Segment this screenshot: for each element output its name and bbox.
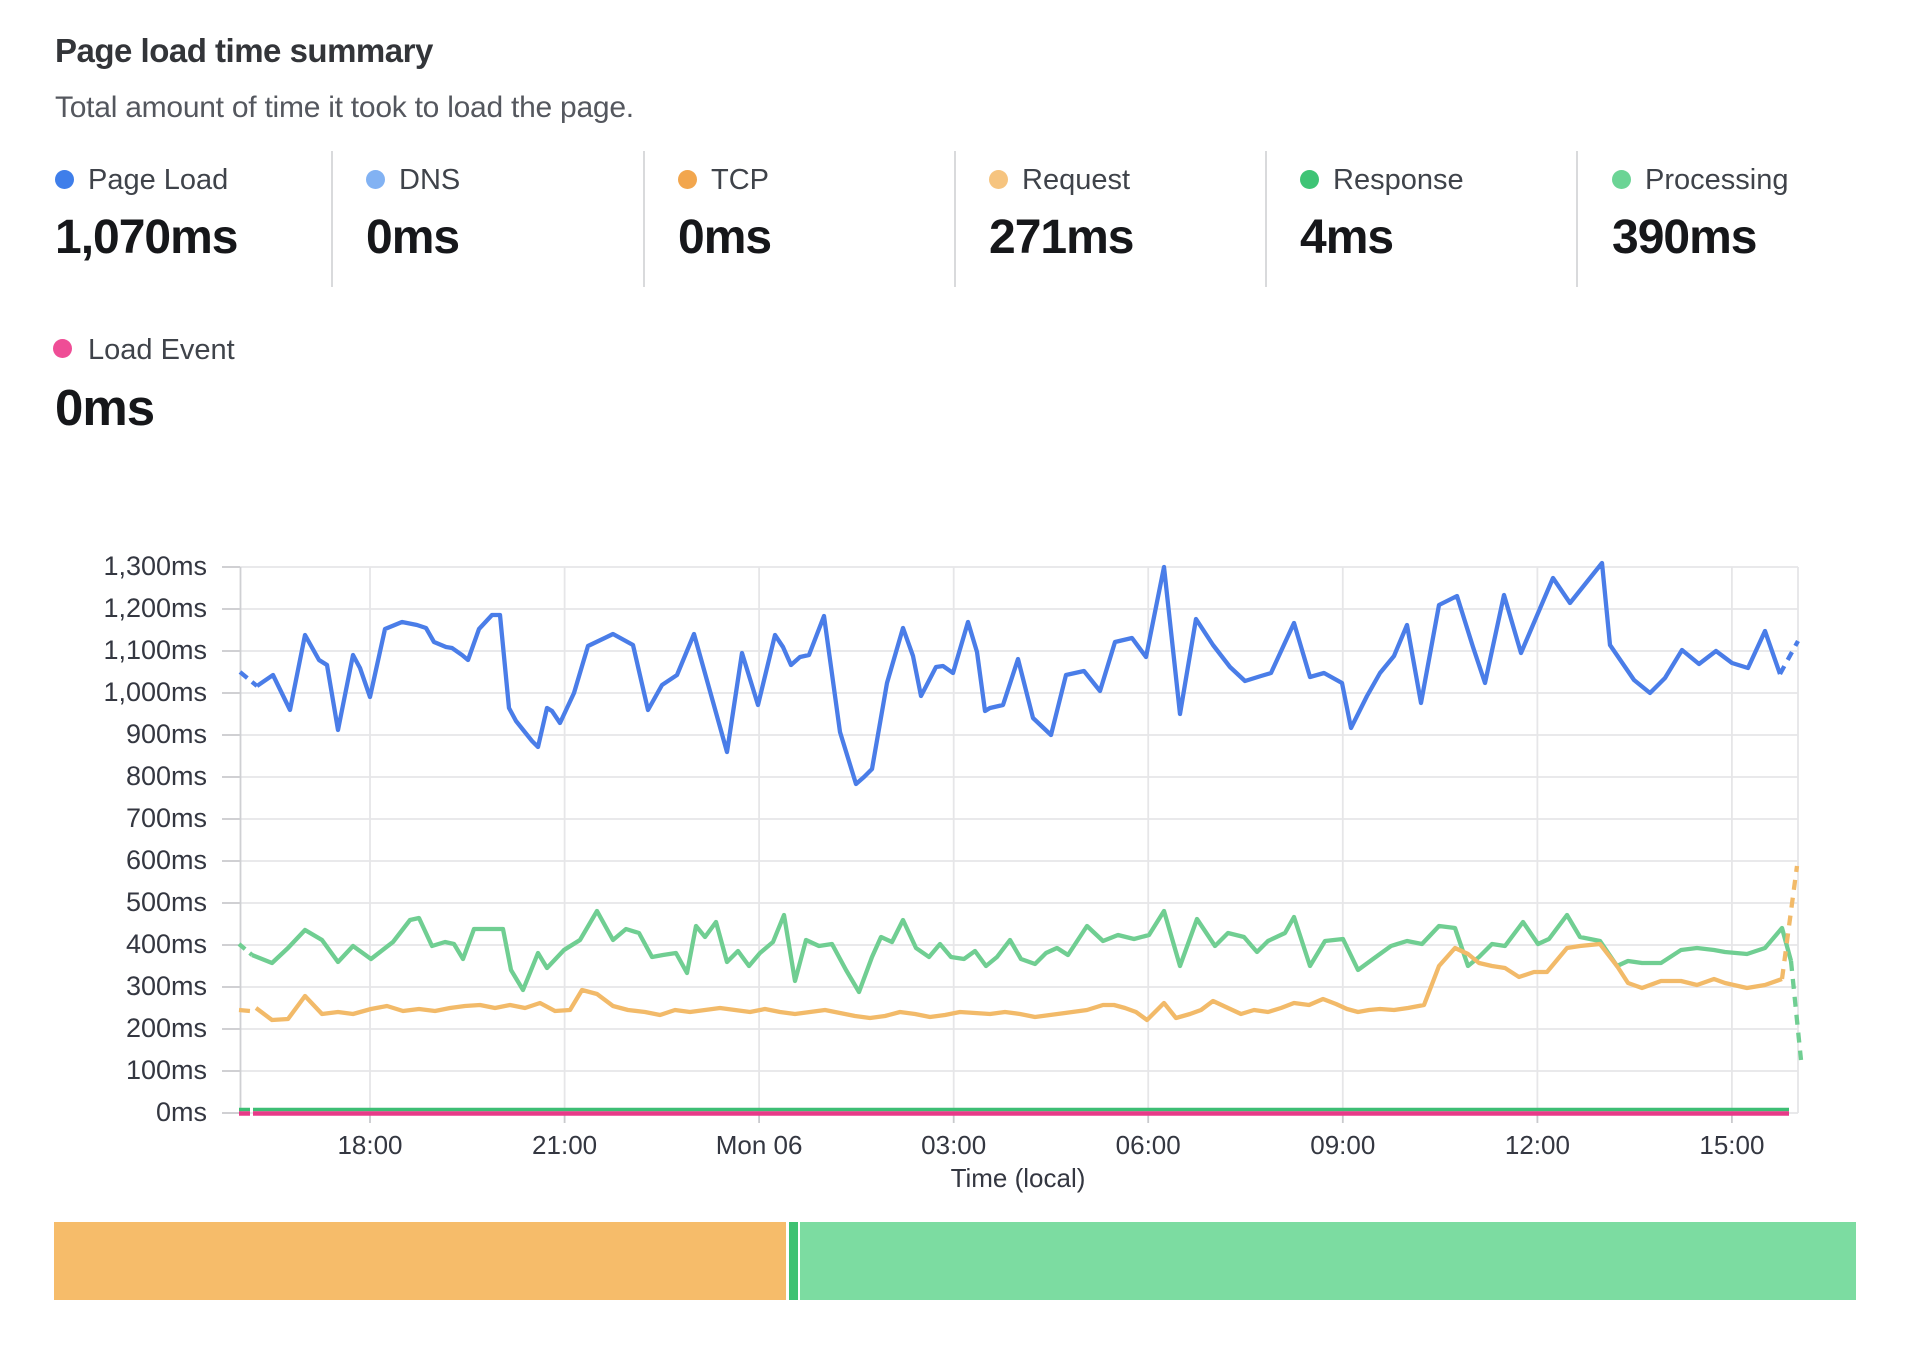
svg-text:900ms: 900ms (126, 719, 207, 749)
svg-text:21:00: 21:00 (532, 1130, 597, 1160)
svg-text:1,300ms: 1,300ms (103, 551, 207, 581)
svg-text:03:00: 03:00 (921, 1130, 986, 1160)
svg-text:600ms: 600ms (126, 845, 207, 875)
svg-text:500ms: 500ms (126, 887, 207, 917)
svg-text:1,000ms: 1,000ms (103, 677, 207, 707)
svg-text:400ms: 400ms (126, 929, 207, 959)
svg-text:700ms: 700ms (126, 803, 207, 833)
svg-text:0ms: 0ms (156, 1097, 207, 1127)
svg-text:12:00: 12:00 (1505, 1130, 1570, 1160)
svg-text:06:00: 06:00 (1116, 1130, 1181, 1160)
svg-text:Mon 06: Mon 06 (716, 1130, 803, 1160)
svg-text:100ms: 100ms (126, 1055, 207, 1085)
svg-text:15:00: 15:00 (1699, 1130, 1764, 1160)
svg-text:Time (local): Time (local) (951, 1163, 1086, 1193)
svg-text:1,200ms: 1,200ms (103, 593, 207, 623)
svg-text:200ms: 200ms (126, 1013, 207, 1043)
svg-text:800ms: 800ms (126, 761, 207, 791)
svg-text:1,100ms: 1,100ms (103, 635, 207, 665)
svg-text:09:00: 09:00 (1310, 1130, 1375, 1160)
svg-text:300ms: 300ms (126, 971, 207, 1001)
svg-text:18:00: 18:00 (337, 1130, 402, 1160)
